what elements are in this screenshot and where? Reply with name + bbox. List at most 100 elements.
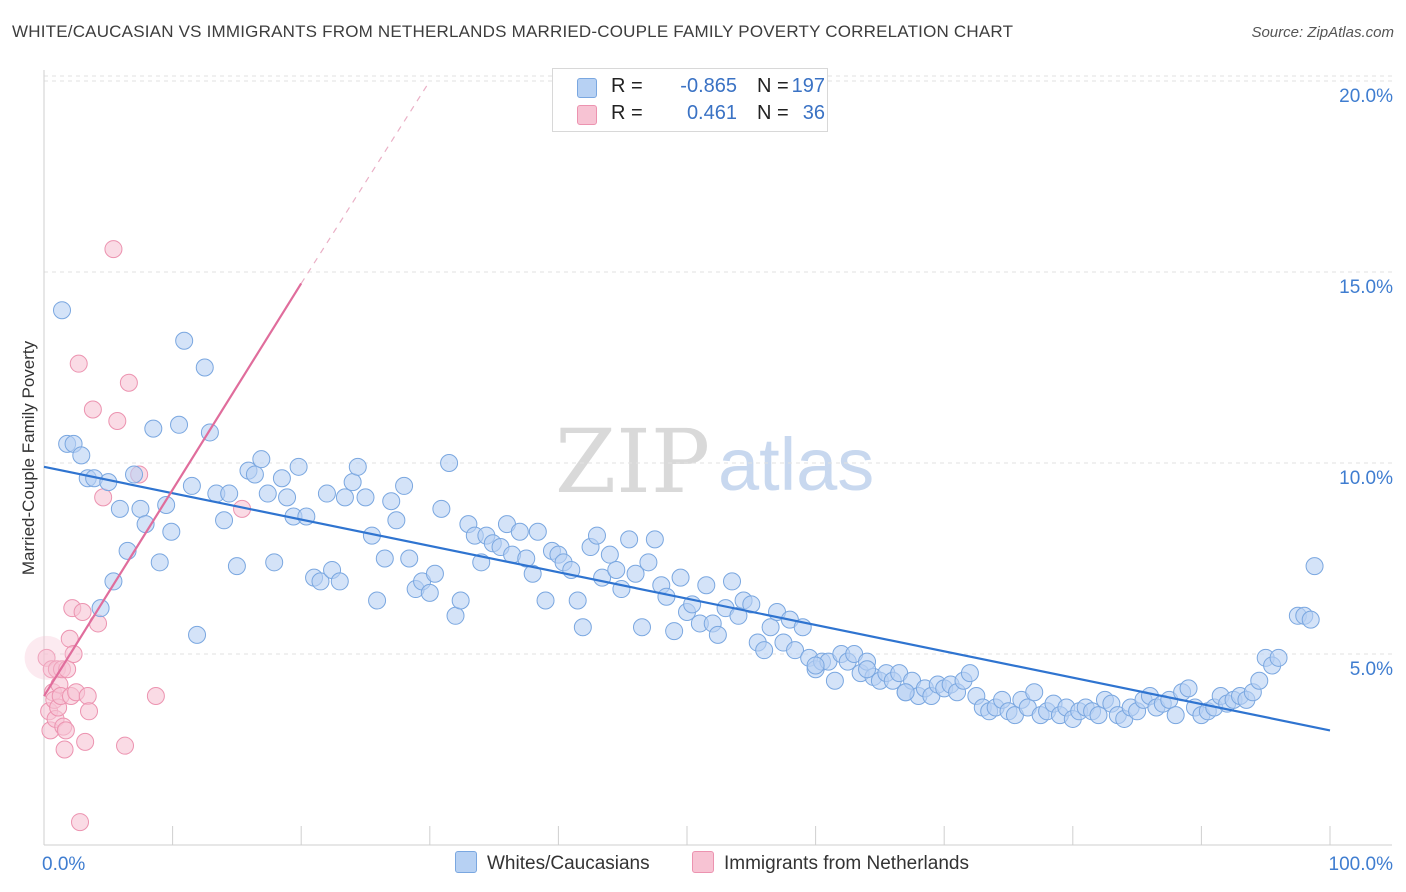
blue-point bbox=[175, 331, 194, 350]
blue-point bbox=[639, 553, 658, 572]
blue-trend-line bbox=[43, 465, 1331, 732]
blue-point bbox=[382, 492, 401, 511]
blue-series-points bbox=[53, 301, 1324, 728]
bottom-legend-blue: Whites/Caucasians bbox=[455, 851, 650, 875]
pink-point bbox=[146, 687, 165, 706]
blue-point bbox=[1305, 557, 1324, 576]
blue-point bbox=[671, 568, 690, 587]
pink-point bbox=[83, 400, 102, 419]
bottom-legend-swatch-pink bbox=[692, 851, 714, 873]
pink-point bbox=[80, 702, 99, 721]
blue-point bbox=[53, 301, 72, 320]
chart-title: WHITE/CAUCASIAN VS IMMIGRANTS FROM NETHE… bbox=[12, 22, 1014, 41]
pink-point bbox=[78, 687, 97, 706]
legend-swatch-blue bbox=[577, 78, 597, 98]
blue-point bbox=[265, 553, 284, 572]
blue-point bbox=[1250, 671, 1269, 690]
trend-lines bbox=[43, 80, 1331, 732]
bottom-legend-label-pink: Immigrants from Netherlands bbox=[724, 853, 969, 874]
y-tick-label: 15.0% bbox=[1339, 277, 1393, 298]
blue-point bbox=[387, 511, 406, 530]
blue-point bbox=[432, 499, 451, 518]
blue-point bbox=[446, 606, 465, 625]
legend-n-value: 36 bbox=[802, 102, 825, 124]
blue-point bbox=[1089, 706, 1108, 725]
blue-point bbox=[330, 572, 349, 591]
blue-point bbox=[311, 572, 330, 591]
legend-r-label: R = bbox=[611, 102, 643, 124]
blue-point bbox=[587, 526, 606, 545]
blue-point bbox=[523, 564, 542, 583]
gridlines bbox=[44, 75, 1392, 655]
blue-point bbox=[72, 446, 91, 465]
blue-point bbox=[400, 549, 419, 568]
pink-series-points bbox=[24, 240, 252, 832]
blue-point bbox=[528, 522, 547, 541]
blue-point bbox=[568, 591, 587, 610]
legend-r-value: 0.461 bbox=[686, 102, 737, 124]
watermark-atlas: atlas bbox=[718, 423, 874, 506]
blue-point bbox=[600, 545, 619, 564]
y-axis-label: Married-Couple Family Poverty bbox=[19, 340, 38, 575]
pink-point bbox=[64, 645, 83, 663]
blue-point bbox=[632, 618, 651, 637]
pink-point bbox=[104, 240, 123, 259]
y-tick-label: 5.0% bbox=[1350, 659, 1393, 680]
pink-point bbox=[94, 488, 113, 507]
correlation-legend: R = -0.865 N = 197 R = 0.461 N = 36 bbox=[552, 68, 828, 132]
x-tick-label: 100.0% bbox=[1329, 854, 1394, 875]
blue-point bbox=[440, 454, 459, 472]
blue-point bbox=[825, 671, 844, 690]
pink-point bbox=[119, 373, 138, 392]
blue-point bbox=[272, 469, 291, 488]
blue-point bbox=[420, 583, 439, 602]
blue-point bbox=[188, 625, 207, 644]
blue-point bbox=[195, 358, 214, 377]
blue-point bbox=[150, 553, 169, 572]
blue-point bbox=[252, 450, 271, 469]
blue-point bbox=[1301, 610, 1320, 629]
legend-swatch-pink bbox=[577, 105, 597, 125]
blue-point bbox=[451, 591, 470, 610]
blue-point bbox=[960, 664, 979, 683]
blue-point bbox=[626, 564, 645, 583]
blue-point bbox=[425, 564, 444, 583]
pink-point bbox=[69, 354, 88, 373]
blue-point bbox=[368, 591, 387, 610]
pink-point-cluster bbox=[24, 635, 69, 680]
pink-point bbox=[73, 602, 92, 621]
blue-point bbox=[343, 473, 362, 492]
blue-point bbox=[125, 465, 144, 484]
legend-r-value: -0.865 bbox=[680, 75, 737, 97]
pink-point bbox=[108, 411, 127, 430]
legend-n-value: 197 bbox=[791, 75, 825, 97]
blue-point bbox=[170, 415, 189, 434]
blue-point bbox=[375, 549, 394, 568]
bottom-legend-swatch-blue bbox=[455, 851, 477, 873]
legend-r-label: R = bbox=[611, 75, 643, 97]
blue-point bbox=[144, 419, 163, 438]
blue-point bbox=[697, 576, 716, 595]
blue-point bbox=[761, 618, 780, 637]
bottom-legend-pink: Immigrants from Netherlands bbox=[692, 851, 969, 875]
blue-point bbox=[607, 560, 626, 579]
blue-point bbox=[645, 530, 664, 549]
blue-point bbox=[227, 557, 246, 576]
blue-point bbox=[289, 457, 308, 476]
legend-n-label: N = bbox=[757, 102, 789, 124]
blue-point bbox=[806, 656, 825, 675]
blue-point bbox=[665, 622, 684, 641]
blue-point bbox=[723, 572, 742, 591]
blue-point bbox=[162, 522, 181, 541]
blue-point bbox=[1269, 648, 1288, 667]
watermark: ZIP atlas bbox=[555, 410, 874, 513]
blue-point bbox=[755, 641, 774, 660]
x-tick-label: 0.0% bbox=[42, 854, 85, 875]
blue-point bbox=[573, 618, 592, 637]
y-tick-labels: 5.0% 10.0% 15.0% 20.0% bbox=[1339, 86, 1393, 680]
blue-point bbox=[317, 484, 336, 503]
y-tick-label: 20.0% bbox=[1339, 86, 1393, 107]
pink-point bbox=[56, 721, 75, 740]
blue-point bbox=[245, 465, 264, 484]
